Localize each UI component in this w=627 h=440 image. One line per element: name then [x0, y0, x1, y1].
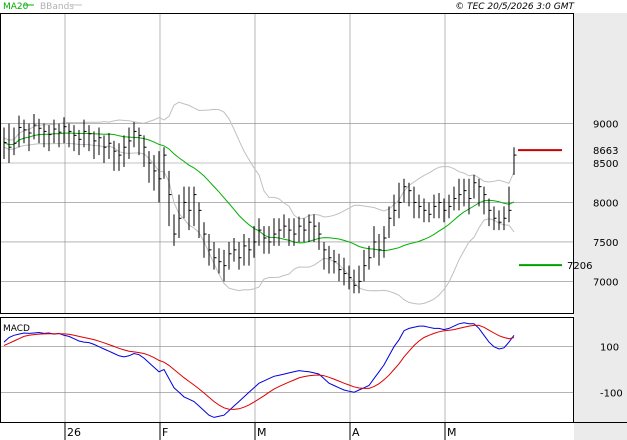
x-tick-label: M	[447, 426, 457, 439]
price-y-ticks: 9000 8500 8000 7500 7000	[593, 120, 618, 289]
price-tick-label: 8000	[593, 198, 618, 209]
macd-panel-border	[0, 317, 574, 423]
ohlc-bars	[3, 114, 517, 294]
macd-signal-line	[3, 324, 515, 410]
price-tick-label: 9000	[593, 120, 618, 131]
legend-ma20: MA20	[3, 2, 29, 12]
macd-line	[3, 322, 515, 418]
price-grid	[0, 123, 574, 282]
price-panel-border	[0, 13, 574, 314]
price-tick-label: 7000	[593, 277, 618, 288]
price-tick-label: 7500	[593, 238, 618, 249]
macd-tick-label: -100	[600, 388, 623, 399]
time-grid	[64, 13, 446, 422]
support-label: 7206	[567, 261, 592, 272]
legend-bbands: BBands	[40, 2, 74, 12]
price-axis-band	[574, 13, 627, 440]
x-axis-ticks: 26 F M A M	[64, 422, 457, 440]
price-tick-label: 8500	[593, 159, 618, 170]
macd-tick-label: 100	[600, 343, 619, 354]
x-tick-label: 26	[67, 426, 81, 439]
macd-y-ticks: 100 -100	[600, 343, 623, 400]
macd-title: MACD	[3, 324, 30, 334]
macd-grid	[0, 346, 574, 393]
x-tick-label: A	[352, 426, 360, 439]
x-tick-label: M	[257, 426, 267, 439]
copyright-text: © TEC 20/5/2026 3:0 GMT	[455, 2, 575, 12]
resistance-label: 8663	[593, 146, 618, 157]
bbands-upper-line	[3, 101, 515, 220]
x-tick-label: F	[162, 426, 168, 439]
